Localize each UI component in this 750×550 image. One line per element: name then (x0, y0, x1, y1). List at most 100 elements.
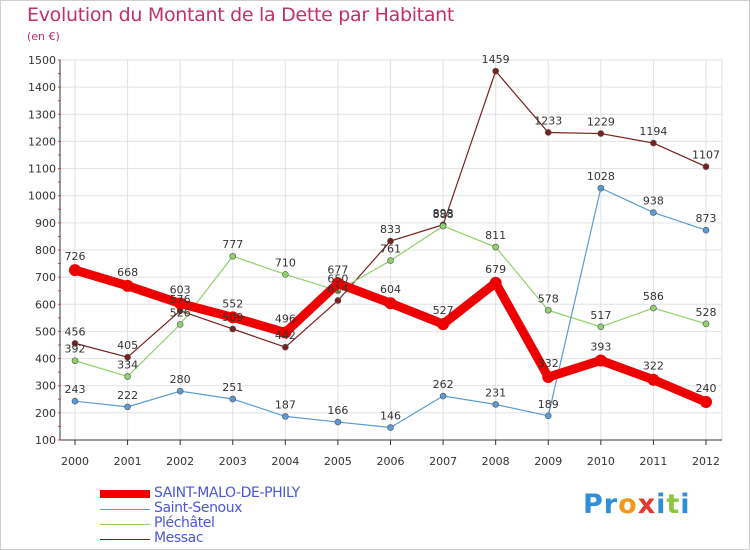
data-label: 231 (485, 386, 506, 399)
x-tick-label: 2004 (271, 455, 299, 468)
legend-item-messac[interactable]: Messac (100, 530, 400, 546)
data-point (544, 306, 552, 314)
data-point (492, 67, 499, 75)
data-point (176, 387, 184, 395)
data-point (331, 277, 344, 290)
data-point (282, 413, 289, 420)
data-label: 393 (590, 340, 611, 353)
logo-letter: r (603, 489, 619, 520)
data-label: 322 (643, 360, 664, 373)
data-label: 334 (117, 358, 138, 371)
data-label: 187 (275, 398, 296, 411)
x-tick-label: 2003 (219, 455, 247, 468)
legend-item-plechatel[interactable]: Pléchâtel (100, 515, 400, 531)
data-label: 166 (327, 404, 348, 417)
x-tick-label: 2002 (166, 455, 194, 468)
data-label: 528 (696, 306, 717, 319)
data-label: 578 (538, 292, 559, 305)
data-label: 833 (380, 223, 401, 236)
data-label: 873 (696, 212, 717, 225)
data-point (492, 401, 499, 408)
x-tick-label: 2011 (639, 455, 667, 468)
data-label: 888 (433, 208, 454, 221)
data-label: 1233 (534, 114, 562, 127)
data-label: 726 (65, 250, 86, 263)
y-tick-label: 900 (35, 217, 56, 230)
data-label: 262 (433, 378, 454, 391)
x-tick-label: 2000 (61, 455, 89, 468)
data-label: 526 (170, 306, 191, 319)
data-point (702, 320, 710, 328)
legend-item-saint-malo-de-phily[interactable]: SAINT-MALO-DE-PHILY (100, 485, 400, 501)
data-point (334, 297, 342, 304)
legend-label: SAINT-MALO-DE-PHILY (154, 485, 300, 501)
data-point (594, 354, 607, 367)
data-label: 1028 (587, 170, 615, 183)
legend-swatch (100, 489, 150, 498)
data-label: 603 (170, 283, 191, 296)
y-tick-label: 1500 (28, 54, 56, 67)
data-point (387, 424, 394, 431)
logo-letter: x (637, 489, 657, 520)
data-point (650, 209, 657, 216)
data-label: 893 (433, 207, 454, 220)
data-point (439, 222, 447, 230)
y-tick-label: 600 (35, 298, 56, 311)
data-label: 576 (170, 293, 191, 306)
y-tick-label: 1300 (28, 108, 56, 121)
data-label: 650 (327, 273, 348, 286)
data-point (226, 311, 239, 324)
data-point (229, 395, 237, 403)
y-tick-label: 1200 (28, 135, 56, 148)
data-label: 251 (222, 381, 243, 394)
data-label: 586 (643, 290, 664, 303)
y-tick-label: 1400 (28, 81, 56, 94)
data-label: 496 (275, 313, 296, 326)
data-point (176, 321, 184, 328)
data-point (229, 252, 237, 260)
data-label: 1107 (692, 149, 720, 162)
data-point (279, 326, 292, 339)
y-tick-label: 700 (35, 271, 56, 284)
data-point (124, 353, 131, 361)
data-point (647, 373, 660, 386)
data-label: 280 (170, 373, 191, 386)
data-label: 517 (590, 309, 611, 322)
data-label: 332 (538, 357, 559, 370)
y-tick-label: 200 (35, 407, 56, 420)
data-point (71, 340, 79, 347)
y-tick-label: 500 (35, 325, 56, 338)
data-point (229, 325, 237, 333)
data-point (542, 371, 555, 384)
data-point (597, 184, 605, 192)
data-label: 243 (65, 383, 86, 396)
x-tick-label: 2005 (324, 455, 352, 468)
data-point (650, 139, 657, 147)
data-point (544, 129, 552, 136)
data-point (387, 257, 394, 264)
proxiti-logo: Proxiti (583, 489, 691, 520)
data-label: 240 (696, 382, 717, 395)
data-point (702, 163, 710, 170)
data-point (282, 271, 289, 278)
data-label: 614 (327, 282, 348, 295)
data-label: 677 (327, 263, 348, 276)
legend-swatch (100, 508, 150, 510)
data-point (124, 403, 131, 411)
data-label: 679 (485, 263, 506, 276)
data-label: 668 (117, 266, 138, 279)
data-point (437, 318, 450, 331)
legend-item-saint-senoux[interactable]: Saint-Senoux (100, 500, 400, 516)
data-point (71, 357, 79, 365)
data-label: 938 (643, 195, 664, 208)
y-tick-label: 300 (35, 380, 56, 393)
data-label: 392 (65, 343, 86, 356)
legend: SAINT-MALO-DE-PHILY Saint-Senoux Pléchât… (100, 485, 400, 546)
data-point (700, 396, 712, 408)
data-label: 761 (380, 243, 401, 256)
legend-swatch (100, 538, 150, 540)
data-label: 189 (538, 398, 559, 411)
y-tick-label: 800 (35, 244, 56, 257)
data-label: 1459 (482, 53, 510, 66)
logo-letter: o (618, 489, 638, 520)
